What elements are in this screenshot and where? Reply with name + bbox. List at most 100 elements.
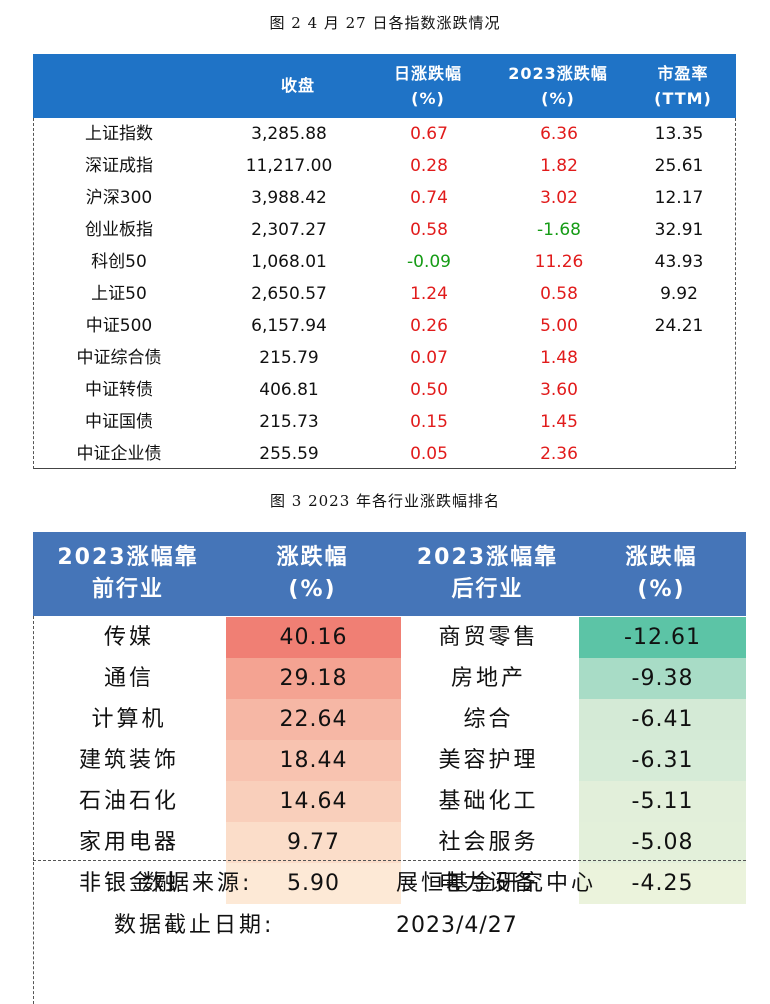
industry-ranking-table: 2023涨幅靠 前行业 涨跌幅 (%) 2023涨幅靠 后行业 涨跌幅 (%) … xyxy=(33,532,746,1004)
top-industry-change: 22.64 xyxy=(226,699,401,740)
header-top-change-line1: 涨跌幅 xyxy=(276,545,349,570)
table-row: 家用电器 9.77 社会服务 -5.08 xyxy=(34,822,747,863)
top-industry-change: 9.77 xyxy=(226,822,401,863)
daily-change-value: 0.28 xyxy=(410,156,448,176)
index-name: 中证国债 xyxy=(85,412,153,432)
table-row: 科创50 1,068.01 -0.09 11.26 43.93 xyxy=(34,246,737,278)
pe-value: 12.17 xyxy=(654,188,704,208)
close-value: 6,157.94 xyxy=(251,316,327,336)
date-label: 数据截止日期: xyxy=(114,913,275,938)
bottom-industry-name: 美容护理 xyxy=(438,748,539,773)
header-top-industry-line1: 2023涨幅靠 xyxy=(57,545,199,570)
top-industry-change: 14.64 xyxy=(226,781,401,822)
index-name: 科创50 xyxy=(91,252,147,272)
figure-3-title: 图 3 2023 年各行业涨跌幅排名 xyxy=(269,492,501,510)
table-row: 非银金融 5.90 电力设备 -4.25 xyxy=(34,863,747,904)
table-body: 上证指数 3,285.88 0.67 6.36 13.35 深证成指 11,217.00 0.… xyxy=(33,118,736,469)
index-name: 创业板指 xyxy=(85,220,153,240)
table-row: 深证成指 11,217.00 0.28 1.82 25.61 xyxy=(34,150,737,182)
source-row: 数据来源: 展恒基金研究中心 xyxy=(34,864,747,904)
table-footer: 数据来源: 展恒基金研究中心 数据截止日期: 2023/4/27 xyxy=(33,862,747,1004)
header-daily-change-unit: (%) xyxy=(411,89,445,108)
bottom-industry-change: -6.31 xyxy=(579,740,746,781)
close-value: 3,285.88 xyxy=(251,124,327,144)
figure-2-title: 图 2 4 月 27 日各指数涨跌情况 xyxy=(269,14,501,32)
table-row: 创业板指 2,307.27 0.58 -1.68 32.91 xyxy=(34,214,737,246)
header-top-change: 涨跌幅 (%) xyxy=(225,542,400,606)
daily-change-value: 0.26 xyxy=(410,316,448,336)
table-row: 中证国债 215.73 0.15 1.45 xyxy=(34,406,737,438)
ytd-change-value: 6.36 xyxy=(540,124,578,144)
close-value: 215.73 xyxy=(259,412,319,432)
table-body: 传媒 40.16 商贸零售 -12.61 通信 29.18 房地产 -9.38 计算机 22.64… xyxy=(33,616,747,904)
bottom-industry-name: 电力设备 xyxy=(438,871,539,896)
header-close: 收盘 xyxy=(280,76,315,95)
close-value: 11,217.00 xyxy=(245,156,333,176)
top-industry-name: 非银金融 xyxy=(78,871,179,896)
header-top-industry: 2023涨幅靠 前行业 xyxy=(33,542,223,606)
index-name: 上证50 xyxy=(91,284,147,304)
close-value: 215.79 xyxy=(259,348,319,368)
daily-change-value: -0.09 xyxy=(407,252,451,272)
header-top-industry-line2: 前行业 xyxy=(91,577,164,602)
bottom-industry-change: -6.41 xyxy=(579,699,746,740)
index-name: 中证转债 xyxy=(85,380,153,400)
table-row: 沪深300 3,988.42 0.74 3.02 12.17 xyxy=(34,182,737,214)
daily-change-value: 0.15 xyxy=(410,412,448,432)
top-industry-name: 石油石化 xyxy=(78,789,179,814)
divider xyxy=(33,860,746,861)
ytd-change-value: 3.02 xyxy=(540,188,578,208)
daily-change-value: 0.05 xyxy=(410,444,448,464)
index-name: 中证综合债 xyxy=(76,348,162,368)
table-row: 中证企业债 255.59 0.05 2.36 xyxy=(34,438,737,470)
bottom-industry-name: 社会服务 xyxy=(438,830,539,855)
bottom-industry-name: 房地产 xyxy=(450,666,526,691)
date-row: 数据截止日期: 2023/4/27 xyxy=(34,906,747,946)
index-name: 中证企业债 xyxy=(76,444,162,464)
bottom-industry-change: -12.61 xyxy=(579,617,746,658)
index-name: 上证指数 xyxy=(85,124,153,144)
bottom-industry-change: -5.11 xyxy=(579,781,746,822)
bottom-industry-change: -5.08 xyxy=(579,822,746,863)
top-industry-change: 5.90 xyxy=(226,863,401,904)
bottom-industry-name: 商贸零售 xyxy=(438,625,539,650)
table-row: 传媒 40.16 商贸零售 -12.61 xyxy=(34,617,747,658)
ytd-change-value: 5.00 xyxy=(540,316,578,336)
header-pe: 市盈率 xyxy=(657,64,709,83)
header-bottom-change-line1: 涨跌幅 xyxy=(625,545,698,570)
daily-change-value: 0.67 xyxy=(410,124,448,144)
ytd-change-value: 1.45 xyxy=(540,412,578,432)
index-name: 中证500 xyxy=(85,316,153,336)
header-ytd-change-unit: (%) xyxy=(541,89,575,108)
daily-change-value: 1.24 xyxy=(410,284,448,304)
close-value: 2,650.57 xyxy=(251,284,327,304)
ytd-change-value: 1.48 xyxy=(540,348,578,368)
index-performance-table: 收盘 日涨跌幅 (%) 2023涨跌幅 (%) 市盈率 (TTM) 上证指数 3,… xyxy=(33,54,736,469)
header-bottom-industry-line2: 后行业 xyxy=(451,577,524,602)
top-industry-change: 40.16 xyxy=(226,617,401,658)
ytd-change-value: 0.58 xyxy=(540,284,578,304)
top-industry-name: 通信 xyxy=(103,666,154,691)
top-industry-name: 家用电器 xyxy=(78,830,179,855)
close-value: 3,988.42 xyxy=(251,188,327,208)
source-label: 数据来源: xyxy=(142,871,253,896)
pe-value: 43.93 xyxy=(654,252,704,272)
daily-change-value: 0.07 xyxy=(410,348,448,368)
top-industry-name: 传媒 xyxy=(103,625,154,650)
ytd-change-value: 3.60 xyxy=(540,380,578,400)
table-row: 上证指数 3,285.88 0.67 6.36 13.35 xyxy=(34,118,737,150)
top-industry-name: 计算机 xyxy=(91,707,167,732)
daily-change-value: 0.50 xyxy=(410,380,448,400)
close-value: 255.59 xyxy=(259,444,319,464)
index-name: 深证成指 xyxy=(85,156,153,176)
ytd-change-value: 2.36 xyxy=(540,444,578,464)
header-bottom-industry: 2023涨幅靠 后行业 xyxy=(400,542,575,606)
bottom-industry-change: -4.25 xyxy=(579,863,746,904)
header-bottom-change-line2: (%) xyxy=(637,577,686,602)
table-row: 计算机 22.64 综合 -6.41 xyxy=(34,699,747,740)
bottom-industry-name: 综合 xyxy=(463,707,514,732)
table-row: 中证500 6,157.94 0.26 5.00 24.21 xyxy=(34,310,737,342)
date-value: 2023/4/27 xyxy=(396,913,518,938)
close-value: 1,068.01 xyxy=(251,252,327,272)
table-row: 上证50 2,650.57 1.24 0.58 9.92 xyxy=(34,278,737,310)
